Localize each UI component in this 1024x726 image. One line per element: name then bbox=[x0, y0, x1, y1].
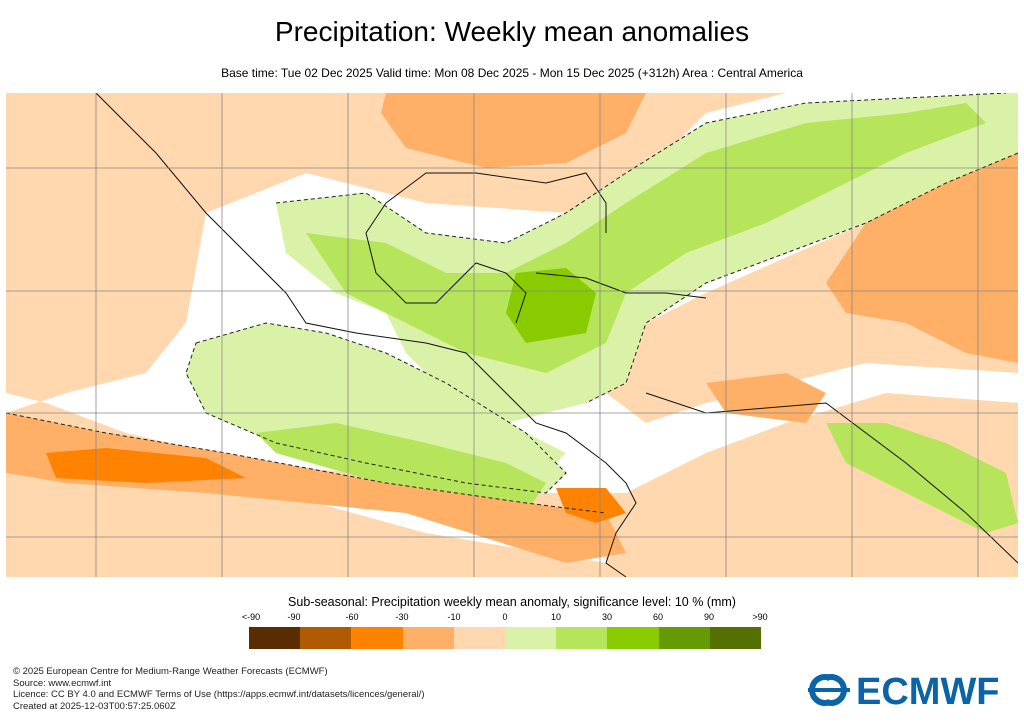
copyright-text: © 2025 European Centre for Medium-Range … bbox=[13, 666, 328, 677]
significance-contour bbox=[6, 412, 607, 514]
legend-color-swatch bbox=[658, 627, 710, 649]
coastline bbox=[535, 272, 707, 299]
anomaly-region bbox=[186, 323, 566, 493]
legend-color-swatch bbox=[351, 627, 403, 649]
licence-text: Licence: CC BY 4.0 and ECMWF Terms of Us… bbox=[13, 689, 425, 700]
legend-labels: <-90 -90 -60 -30 -10 0 10 30 60 90 >90 bbox=[241, 612, 768, 624]
created-text: Created at 2025-12-03T00:57:25.060Z bbox=[13, 700, 176, 712]
legend-color-swatch bbox=[249, 627, 301, 649]
legend-label: 90 bbox=[703, 612, 715, 622]
svg-text:ECMWF: ECMWF bbox=[856, 671, 1000, 710]
legend-color-swatch bbox=[300, 627, 352, 649]
significance-contour bbox=[275, 93, 1018, 404]
anomaly-region bbox=[826, 423, 1018, 533]
legend-color-swatch bbox=[556, 627, 608, 649]
legend-colorbar bbox=[249, 627, 762, 649]
significance-contour bbox=[185, 322, 567, 494]
legend-title: Sub-seasonal: Precipitation weekly mean … bbox=[288, 595, 736, 609]
legend-label: 60 bbox=[652, 612, 664, 622]
legend-label: 10 bbox=[550, 612, 562, 622]
legend-color-swatch bbox=[402, 627, 454, 649]
anomaly-region bbox=[556, 488, 626, 523]
coastline bbox=[645, 392, 1018, 564]
legend-label: 0 bbox=[502, 612, 508, 622]
footer: © 2025 European Centre for Medium-Range … bbox=[13, 666, 425, 712]
graticule bbox=[6, 93, 1018, 577]
anomaly-region bbox=[506, 268, 596, 343]
source-text: Source: www.ecmwf.int bbox=[13, 677, 112, 689]
legend-color-swatch bbox=[607, 627, 659, 649]
legend-color-swatch bbox=[709, 627, 762, 649]
legend-label: -90 bbox=[287, 612, 301, 622]
coastline bbox=[95, 93, 637, 577]
page-subtitle: Base time: Tue 02 Dec 2025 Valid time: M… bbox=[221, 66, 803, 80]
anomaly-region bbox=[6, 413, 626, 563]
legend-color-swatch bbox=[505, 627, 557, 649]
ecmwf-logo: ECMWF bbox=[808, 671, 1000, 710]
legend-label: >90 bbox=[752, 612, 768, 622]
legend-label: <-90 bbox=[241, 612, 261, 622]
page-title: Precipitation: Weekly mean anomalies bbox=[274, 16, 750, 47]
precipitation-anomaly-map bbox=[6, 93, 1018, 577]
legend-label: -10 bbox=[447, 612, 461, 622]
legend-label: -60 bbox=[345, 612, 359, 622]
legend-label: 30 bbox=[601, 612, 613, 622]
anomaly-region bbox=[381, 93, 646, 168]
coastline bbox=[385, 172, 607, 233]
legend-color-swatch bbox=[453, 627, 506, 649]
anomaly-region bbox=[826, 153, 1018, 363]
anomaly-region bbox=[256, 423, 546, 513]
legend-label: -30 bbox=[395, 612, 409, 622]
coastline bbox=[365, 202, 527, 324]
anomaly-region bbox=[306, 103, 986, 373]
